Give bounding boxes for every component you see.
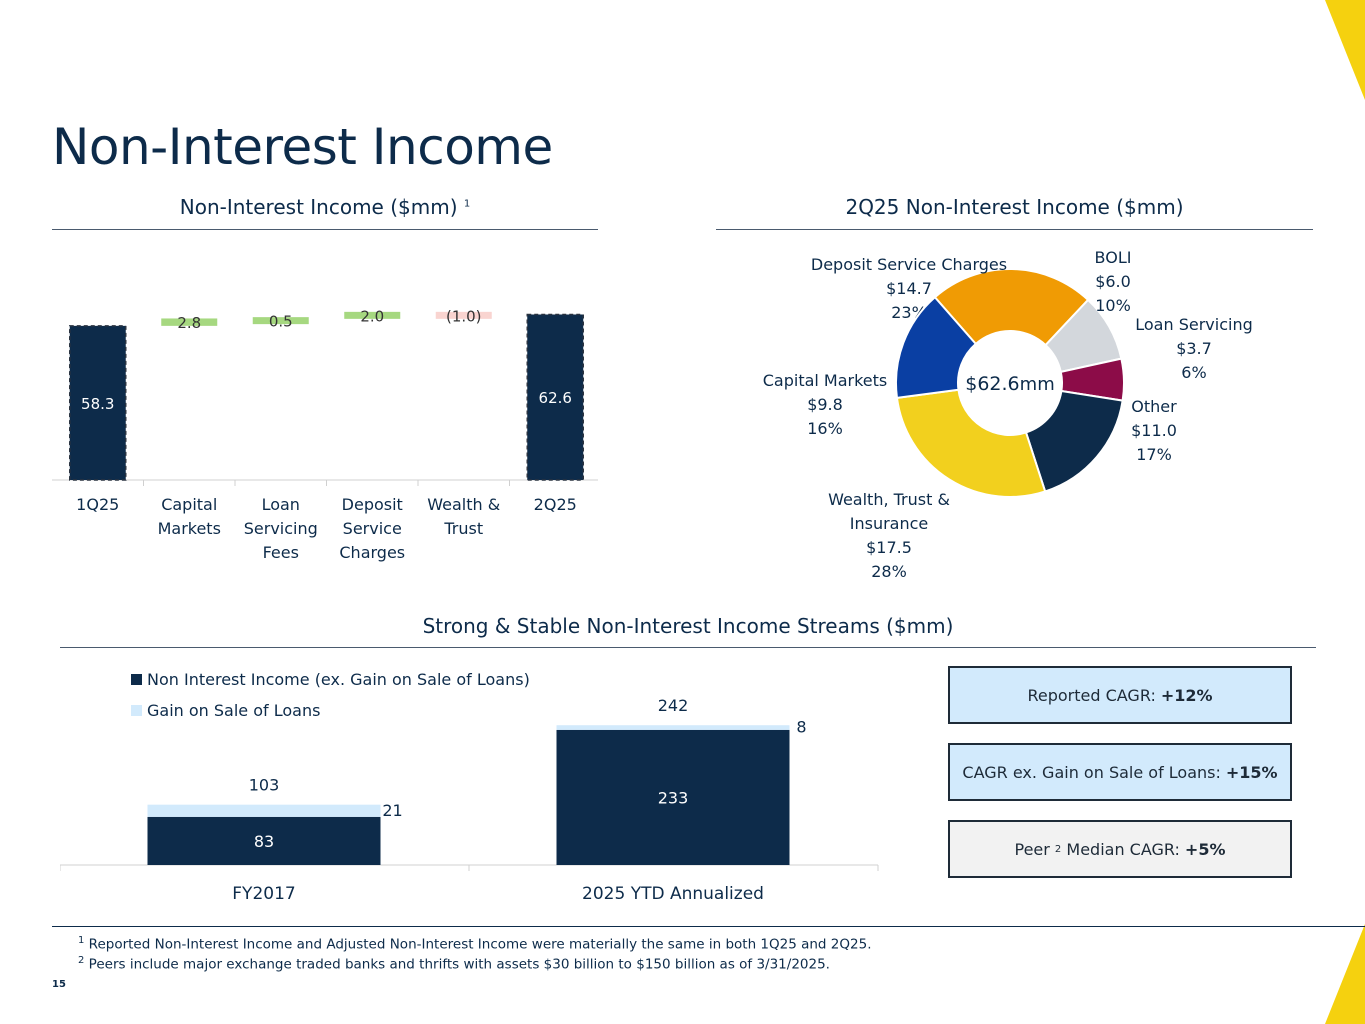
streams-gain-label: 21 [382,801,402,820]
footnote-2: 2 Peers include major exchange traded ba… [78,955,830,973]
streams-legend-swatch [131,705,142,716]
waterfall-category-label: 1Q25 [76,495,119,514]
donut-slice-label: $3.7 [1176,339,1212,358]
donut-slice-label: Wealth, Trust & [828,490,950,509]
streams-title-rule [60,647,1316,648]
streams-total-label: 103 [249,776,280,795]
cagr-reported-label: Reported CAGR: [1027,685,1156,705]
waterfall-category-label: Deposit [342,495,403,514]
donut-slice-label: 6% [1181,363,1206,382]
streams-legend-swatch [131,674,142,685]
footnote-1: 1 Reported Non-Interest Income and Adjus… [78,935,871,953]
cagr-peer-label-post: Median CAGR: [1066,839,1180,859]
donut-slice-label: Insurance [850,514,929,533]
donut-slice-label: 28% [871,562,907,581]
waterfall-data-label: 2.8 [177,314,201,332]
cagr-peer-value: +5% [1184,839,1226,859]
waterfall-title-text: Non-Interest Income ($mm) [179,195,458,219]
streams-gain-label: 8 [796,718,806,737]
waterfall-category-label: Capital [161,495,217,514]
waterfall-bar [526,313,584,481]
waterfall-title-rule [52,229,598,230]
donut-chart: Deposit Service Charges$14.723%BOLI$6.01… [763,248,1253,581]
waterfall-category-label: Markets [158,519,221,538]
donut-slice-label: Other [1131,397,1177,416]
streams-legend-label: Non Interest Income (ex. Gain on Sale of… [147,670,530,689]
streams-title: Strong & Stable Non-Interest Income Stre… [422,614,954,638]
donut-center-value: $62.6 [965,373,1019,395]
page-number: 15 [52,979,66,990]
page-title: Non-Interest Income [52,118,553,176]
corner-accent-top [1325,0,1365,100]
waterfall-bar [69,325,127,481]
donut-slice-label: Deposit Service Charges [811,255,1007,274]
waterfall-data-label: 0.5 [269,313,293,331]
donut-title: 2Q25 Non-Interest Income ($mm) [845,195,1184,219]
waterfall-bar [435,311,492,319]
waterfall-category-label: Fees [263,543,299,562]
donut-slice-label: BOLI [1095,248,1132,267]
footnote-1-sup: 1 [78,935,85,946]
cagr-peer-label-sup: 2 [1054,843,1062,855]
donut-slice-label: Loan Servicing [1135,315,1252,334]
donut-slice-label: 17% [1136,445,1172,464]
waterfall-category-label: Servicing [244,519,318,538]
waterfall-category-label: Charges [339,543,405,562]
footnote-2-sup: 2 [78,955,85,966]
donut-center-unit: mm [1020,374,1055,395]
donut-slice [895,388,1047,498]
streams-category-label: FY2017 [232,884,295,904]
cagr-ex-gain-label: CAGR ex. Gain on Sale of Loans: [962,762,1221,782]
waterfall-category-label: Service [343,519,402,538]
waterfall-bar [161,318,218,326]
donut-slice-label: $17.5 [866,538,912,557]
waterfall-data-label: (1.0) [446,307,482,325]
cagr-box-peer: Peer 2 Median CAGR: +5% [948,820,1292,878]
corner-accent-bottom [1325,924,1365,1024]
waterfall-bar [252,317,309,325]
cagr-box-reported: Reported CAGR: +12% [948,666,1292,724]
waterfall-category-label: 2Q25 [534,495,577,514]
donut-center-label: $62.6mm [965,373,1054,395]
waterfall-title-sup: 1 [463,198,471,210]
waterfall-bar [344,311,401,319]
waterfall-data-label: 58.3 [81,395,114,413]
donut-slice-label: $14.7 [886,279,932,298]
cagr-ex-gain-value: +15% [1225,762,1278,782]
cagr-reported-value: +12% [1160,685,1213,705]
donut-slice-label: 10% [1095,296,1131,315]
donut-slice-label: 16% [807,419,843,438]
donut-slice-label: Capital Markets [763,371,888,390]
streams-legend-label: Gain on Sale of Loans [147,701,320,720]
streams-base-label: 233 [658,788,689,807]
streams-total-label: 242 [658,696,689,715]
waterfall-title: Non-Interest Income ($mm) 1 [52,195,598,219]
waterfall-category-label: Loan [262,495,300,514]
waterfall-data-label: 2.0 [360,307,384,325]
donut-slice [1024,389,1124,493]
streams-base-label: 83 [254,832,274,851]
footer-rule [52,926,1365,927]
footnote-1-text: Reported Non-Interest Income and Adjuste… [88,936,872,953]
streams-chart: Non Interest Income (ex. Gain on Sale of… [60,670,879,904]
streams-bar-gain [147,804,381,817]
donut-slice-label: $9.8 [807,395,843,414]
waterfall-category-label: Trust [443,519,483,538]
donut-slice-label: $6.0 [1095,272,1131,291]
streams-category-label: 2025 YTD Annualized [582,884,764,904]
cagr-box-ex-gain: CAGR ex. Gain on Sale of Loans: +15% [948,743,1292,801]
donut-slice [933,268,1090,347]
donut-slice [895,295,978,399]
streams-bar-base [556,729,790,865]
streams-bar-base [147,816,381,865]
streams-bar-gain [556,725,790,730]
donut-title-rule [716,229,1313,230]
cagr-peer-label-pre: Peer [1014,839,1050,859]
footnote-2-text: Peers include major exchange traded bank… [88,956,830,973]
waterfall-category-label: Wealth & [427,495,500,514]
waterfall-chart: 58.3 1Q25 2.8 Capital Markets 0.5 Loan Servicin… [52,307,598,562]
donut-slice-label: $11.0 [1131,421,1177,440]
waterfall-data-label: 62.6 [539,389,572,407]
